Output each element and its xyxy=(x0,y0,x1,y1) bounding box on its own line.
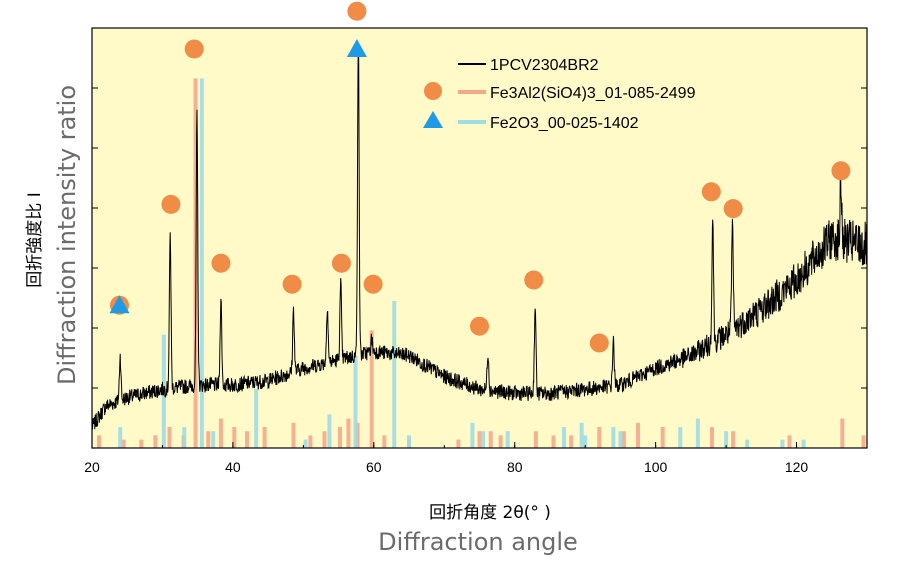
garnet-reference-stick xyxy=(731,431,736,448)
hematite-reference-stick xyxy=(583,435,588,448)
hematite-reference-stick xyxy=(618,431,623,448)
garnet-peak-marker xyxy=(831,161,851,181)
garnet-peak-marker xyxy=(701,182,721,202)
garnet-reference-stick xyxy=(206,431,211,448)
garnet-peak-marker xyxy=(347,1,367,21)
hematite-reference-stick xyxy=(327,414,332,448)
hematite-reference-stick xyxy=(505,431,510,448)
x-axis-title-jp: 回折角度 2θ(° ) xyxy=(429,503,551,523)
garnet-reference-stick xyxy=(636,422,641,448)
garnet-reference-stick xyxy=(660,427,665,448)
garnet-reference-stick xyxy=(121,439,126,448)
garnet-reference-stick xyxy=(498,435,503,448)
garnet-reference-stick xyxy=(710,427,714,448)
y-axis-ticks xyxy=(92,87,867,389)
legend-marker-garnet xyxy=(424,82,442,100)
hematite-reference-stick xyxy=(407,435,412,448)
garnet-peak-marker xyxy=(363,274,383,294)
garnet-reference-stick xyxy=(456,439,461,448)
garnet-reference-stick xyxy=(861,435,866,448)
y-axis-title-jp: 回折強度比 I xyxy=(25,192,45,287)
plot-frame xyxy=(91,27,868,449)
hematite-reference-stick xyxy=(199,78,204,449)
hematite-reference-stick xyxy=(724,431,729,448)
garnet-reference-stick xyxy=(355,422,360,448)
garnet-peak-marker xyxy=(161,194,181,214)
garnet-reference-stick xyxy=(621,431,626,448)
x-axis: 20 40 60 80 100 120 xyxy=(84,442,868,475)
hematite-reference-stick xyxy=(611,427,616,448)
garnet-reference-stick xyxy=(218,418,223,448)
hematite-peak-marker xyxy=(346,39,367,57)
garnet-peak-marker xyxy=(589,333,609,353)
hematite-reference-stick xyxy=(678,427,683,448)
hematite-reference-stick xyxy=(211,431,216,448)
garnet-peak-marker xyxy=(524,270,544,290)
garnet-reference-stick xyxy=(369,330,374,448)
garnet-peak-marker xyxy=(470,316,489,336)
hematite-reference-stick xyxy=(481,431,486,448)
garnet-reference-stick xyxy=(551,435,556,448)
hematite-reference-stick xyxy=(254,389,259,448)
legend-label-measured: 1PCV2304BR2 xyxy=(490,57,599,74)
garnet-reference-stick xyxy=(167,427,172,448)
x-tick-label: 120 xyxy=(785,459,809,475)
hematite-reference-stick xyxy=(745,439,750,448)
garnet-reference-stick xyxy=(245,431,249,448)
x-tick-label: 60 xyxy=(366,459,382,475)
garnet-reference-stick xyxy=(488,431,493,448)
hematite-reference-stick xyxy=(118,427,123,448)
legend-marker-hematite xyxy=(423,111,443,128)
garnet-reference-stick xyxy=(569,435,574,448)
x-tick-label: 20 xyxy=(84,459,100,475)
legend: 1PCV2304BR2 Fe3Al2(SiO4)3_01-085-2499 Fe… xyxy=(423,57,696,132)
hematite-reference-stick xyxy=(695,418,700,448)
y-axis-title-en: Diffraction intensity ratio xyxy=(53,85,81,385)
hematite-reference-stick xyxy=(303,439,308,448)
hematite-reference-stick xyxy=(470,422,475,448)
garnet-peak-marker xyxy=(211,253,231,273)
hematite-reference-stick xyxy=(801,439,806,448)
measured-pattern-line xyxy=(91,43,868,430)
legend-label-garnet: Fe3Al2(SiO4)3_01-085-2499 xyxy=(490,85,696,102)
garnet-reference-stick xyxy=(262,427,267,448)
garnet-reference-stick xyxy=(346,418,351,448)
garnet-reference-stick xyxy=(338,427,342,448)
hematite-reference-stick xyxy=(353,355,358,448)
x-tick-label: 40 xyxy=(225,459,241,475)
garnet-reference-stick xyxy=(597,427,602,448)
garnet-reference-stick xyxy=(322,431,327,448)
hematite-reference-stick xyxy=(579,422,584,448)
x-tick-label: 80 xyxy=(507,459,523,475)
garnet-reference-stick xyxy=(153,435,158,448)
garnet-peak-marker xyxy=(723,199,743,219)
garnet-reference-stick xyxy=(533,431,538,448)
legend-label-hematite: Fe2O3_00-025-1402 xyxy=(490,115,639,132)
garnet-reference-stick xyxy=(382,435,387,448)
garnet-reference-stick xyxy=(840,418,845,448)
garnet-peak-marker xyxy=(282,274,302,294)
garnet-reference-stick xyxy=(308,435,313,448)
garnet-reference-stick xyxy=(477,431,482,448)
x-tick-label: 100 xyxy=(644,459,668,475)
garnet-peak-marker xyxy=(184,39,204,59)
garnet-reference-stick xyxy=(787,435,792,448)
garnet-reference-stick xyxy=(139,439,144,448)
garnet-peak-marker xyxy=(331,253,351,273)
plot-background xyxy=(92,28,867,448)
hematite-peak-marker xyxy=(109,295,130,314)
garnet-reference-stick xyxy=(232,427,237,448)
garnet-reference-stick xyxy=(291,422,296,448)
x-axis-title-en: Diffraction angle xyxy=(378,528,578,556)
garnet-reference-stick xyxy=(97,435,102,448)
hematite-reference-stick xyxy=(562,427,567,448)
measured-pattern xyxy=(91,43,868,430)
phase-markers xyxy=(109,1,851,353)
hematite-reference-stick xyxy=(392,301,397,448)
hematite-reference-stick xyxy=(780,439,785,448)
hematite-reference-stick xyxy=(182,427,187,448)
